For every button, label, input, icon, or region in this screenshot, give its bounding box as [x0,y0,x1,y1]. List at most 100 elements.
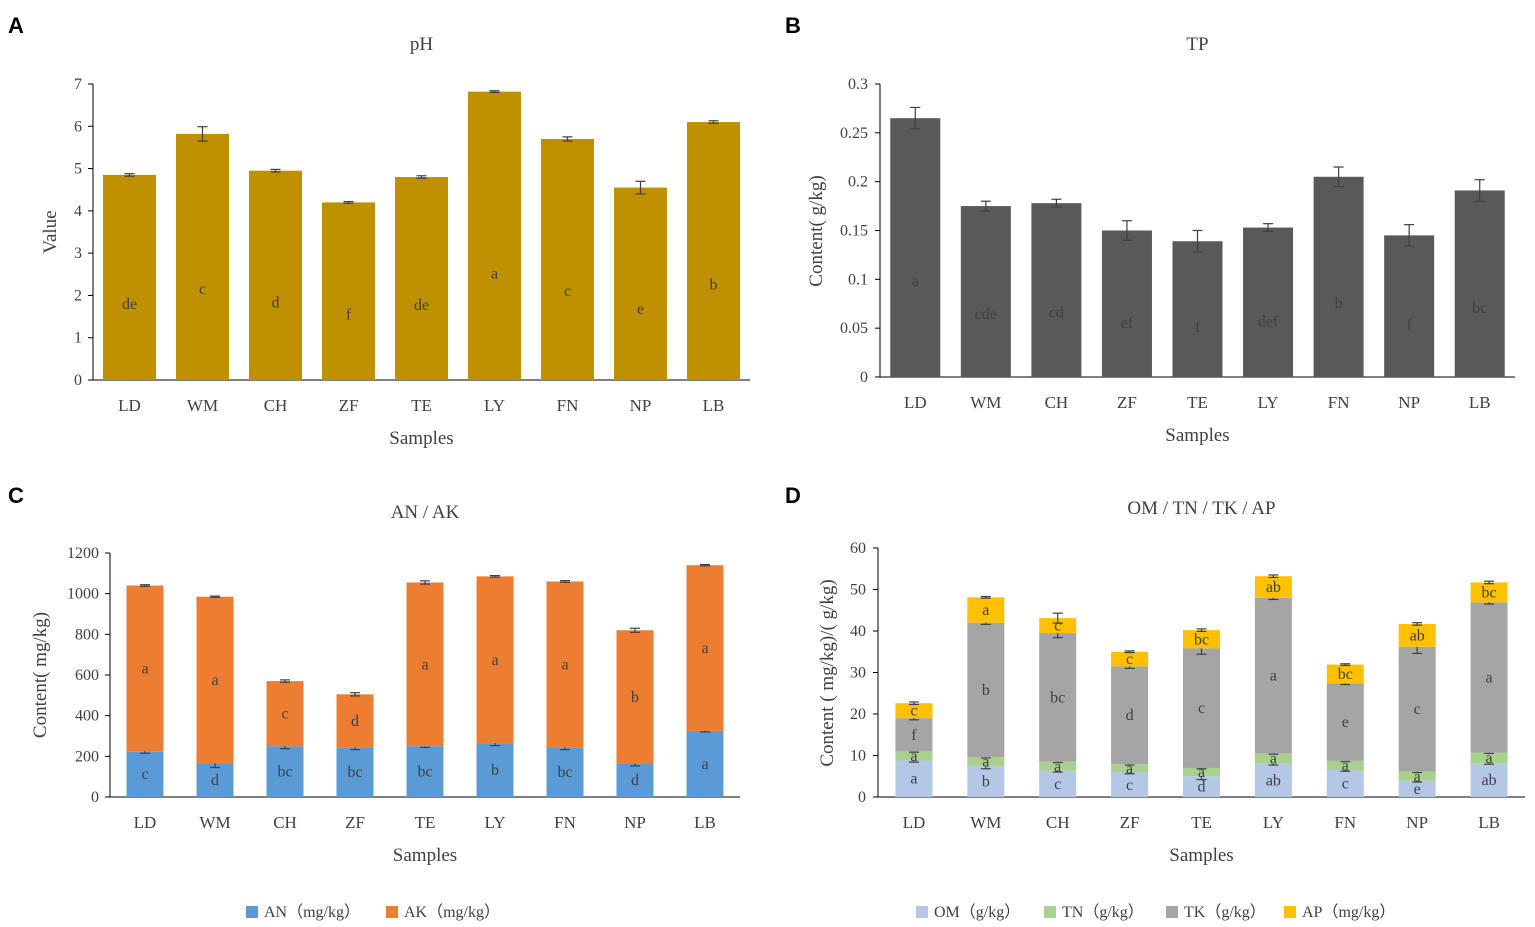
y-tick-label: 400 [75,708,99,725]
significance-letter: a [1342,757,1349,774]
y-tick-label: 0 [860,369,868,386]
y-tick-label: 0.3 [848,76,868,93]
y-tick-label: 600 [75,667,99,684]
y-tick-label: 0.1 [848,271,868,288]
bar-b-s0-ch [1031,203,1082,377]
significance-letter: a [141,660,148,677]
y-axis-label: Content ( mg/kg)/( g/kg) [817,579,838,766]
significance-letter: c [1342,776,1349,793]
significance-letter: f [1195,319,1201,336]
x-axis-label: Samples [393,845,457,866]
significance-letter: de [122,296,137,313]
significance-letter: d [1126,707,1134,724]
chart-an-ak: AN / AK 0 200 400 600 800 1000 1200 LD WM CH ZF TE LY… [30,502,740,921]
bar-d-s3-zf [1111,651,1149,667]
bar-c-s0-lb [686,730,724,797]
bar-d-s1-te [1183,767,1220,777]
y-tick-label: 800 [75,626,99,643]
x-tick-label: CH [273,813,297,832]
x-tick-label: FN [557,396,579,415]
y-tick-label: 7 [74,76,82,93]
significance-letter: bc [1194,631,1209,648]
y-axis-label: Value [40,210,61,253]
significance-letter: c [910,703,917,720]
y-tick-label: 6 [74,118,82,135]
significance-letter: a [701,756,708,773]
legend-label-ap: AP（mg/kg） [1302,903,1395,921]
significance-letter: bc [417,764,432,781]
y-tick-label: 50 [850,582,866,599]
y-tick-label: 1000 [67,586,99,603]
significance-letter: b [1335,295,1343,312]
y-tick-label: 4 [74,203,82,220]
significance-letter: a [1486,750,1493,767]
legend-swatch-an [246,906,258,918]
bar-a-s0-te [395,177,448,380]
x-tick-label: LY [484,396,505,415]
legend-label-tn: TN（g/kg） [1062,903,1144,921]
x-tick-label: CH [1046,813,1070,832]
legend-swatch-ak [386,906,398,918]
significance-letter: bc [1482,584,1497,601]
bar-c-s0-ld [126,751,164,797]
bar-d-s3-te [1183,630,1220,649]
y-tick-label: 0.15 [840,223,868,240]
significance-letter: d [1198,779,1206,796]
bar-b-s0-ly [1243,227,1294,377]
y-axis-label: Content( mg/kg) [30,612,51,738]
bar-a-s0-fn [541,138,594,380]
x-tick-label: WM [199,813,230,832]
significance-letter: a [1198,764,1205,781]
bar-d-s1-ly [1254,753,1292,764]
significance-letter: bc [1472,300,1487,317]
x-tick-label: LB [703,396,725,415]
significance-letter: bc [347,764,362,781]
significance-letter: ab [1266,579,1281,596]
significance-letter: a [561,656,568,673]
legend-label-an: AN（mg/kg） [264,903,360,921]
significance-letter: c [1054,618,1061,635]
bar-c-s1-lb [686,565,724,731]
significance-letter: f [911,727,917,744]
significance-letter: c [1054,776,1061,793]
bar-d-s2-ly [1254,597,1292,754]
bar-c-s0-ly [476,743,514,797]
x-tick-label: FN [1334,813,1356,832]
panel-letter-d: D [785,483,801,508]
bar-a-s0-lb [687,122,740,381]
significance-letter: ab [1482,772,1497,789]
y-tick-label: 40 [850,623,866,640]
significance-letter: a [1270,751,1277,768]
x-tick-label: LY [1263,813,1284,832]
x-axis-label: Samples [1169,845,1233,866]
significance-letter: bc [557,764,572,781]
y-tick-label: 10 [850,748,866,765]
significance-letter: b [710,277,718,294]
significance-letter: d [272,295,280,312]
chart-tp: TP 0 0.05 0.1 0.15 0.2 0.25 0.3 LD WM CH ZF TE LY FN NP… [806,34,1515,446]
significance-letter: b [982,682,990,699]
y-tick-label: 0 [74,372,82,389]
x-tick-label: LB [694,813,716,832]
y-tick-label: 0 [91,789,99,806]
significance-letter: c [1126,651,1133,668]
y-tick-label: 3 [74,245,82,262]
panel-letter-a: A [8,13,24,38]
significance-letter: e [1414,781,1421,798]
panel-letter-c: C [8,483,24,508]
bar-d-s0-fn [1326,770,1364,797]
y-tick-label: 0 [858,789,866,806]
legend-swatch-ap [1284,906,1296,918]
significance-letter: a [701,640,708,657]
bar-d-s1-wm [967,757,1005,767]
significance-letter: c [1126,777,1133,794]
bar-d-s3-np [1398,623,1436,647]
bar-d-s1-lb [1470,752,1508,763]
x-tick-label: NP [630,396,652,415]
panel-letter-b: B [785,13,801,38]
bar-d-s0-ly [1254,763,1292,797]
bar-a-s0-ly [468,91,521,381]
significance-letter: ef [1121,315,1134,332]
bar-b-s0-np [1384,235,1435,377]
